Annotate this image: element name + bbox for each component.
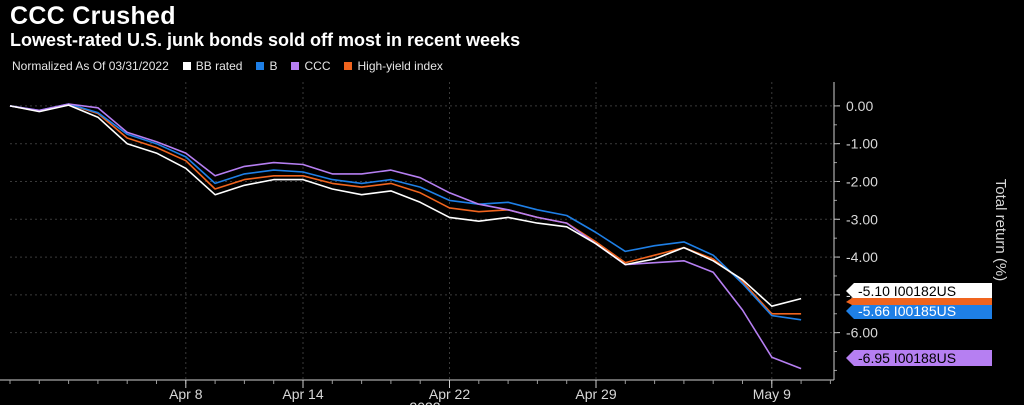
y-tick-label: -1.00 xyxy=(846,136,878,152)
x-tick-label: Apr 14 xyxy=(282,386,323,402)
legend: Normalized As Of 03/31/2022 BB rated B C… xyxy=(12,59,443,73)
y-tick-label: 0.00 xyxy=(846,98,873,114)
end-flag-shape xyxy=(846,350,992,366)
y-tick-label: -2.00 xyxy=(846,173,878,189)
legend-label-high-yield: High-yield index xyxy=(357,59,443,73)
legend-swatch-ccc xyxy=(291,62,300,70)
x-tick-label: Apr 22 xyxy=(429,386,470,402)
legend-label-b: B xyxy=(269,59,278,73)
chart-title: CCC Crushed xyxy=(10,2,176,30)
legend-swatch-bb xyxy=(182,62,191,70)
normalization-note: Normalized As Of 03/31/2022 xyxy=(12,59,169,73)
series-line-bb-rated xyxy=(9,104,802,308)
legend-item-bb: BB rated xyxy=(182,59,243,73)
legend-label-bb: BB rated xyxy=(195,59,243,73)
end-flag-shape xyxy=(846,303,992,319)
x-tick-label: Apr 8 xyxy=(169,386,203,402)
end-flag-b: -5.66 I00185US xyxy=(846,303,992,319)
x-axis-year-label: 2022 xyxy=(409,399,440,405)
legend-swatch-high-yield xyxy=(344,62,353,70)
legend-item-ccc: CCC xyxy=(291,59,330,73)
legend-swatch-b xyxy=(256,62,265,70)
y-axis: 0.00-1.00-2.00-3.00-4.00-5.00-6.00 xyxy=(833,82,878,380)
legend-label-ccc: CCC xyxy=(304,59,331,73)
end-flag-label: -5.66 I00185US xyxy=(858,303,956,319)
end-flag-shape xyxy=(846,283,992,299)
end-flag-bb-rated: -5.10 I00182US xyxy=(846,283,992,299)
y-tick-label: -4.00 xyxy=(846,249,878,265)
y-tick-label: -6.00 xyxy=(846,325,878,341)
end-flag-label: -5.10 I00182US xyxy=(858,283,956,299)
x-tick-label: Apr 29 xyxy=(575,386,616,402)
end-value-flags: -5.10 I00182US -5.66 I00185US -6.95 I00188… xyxy=(846,283,992,366)
x-tick-label: May 9 xyxy=(753,386,791,402)
series-line-b xyxy=(9,103,802,321)
y-tick-label: -3.00 xyxy=(846,211,878,227)
legend-item-b: B xyxy=(256,59,277,73)
chart-subtitle: Lowest-rated U.S. junk bonds sold off mo… xyxy=(10,30,521,50)
end-flag-label: -6.95 I00188US xyxy=(858,350,956,366)
legend-item-high-yield: High-yield index xyxy=(344,59,443,73)
end-flag-ccc: -6.95 I00188US xyxy=(846,350,992,366)
gridlines xyxy=(10,82,834,380)
series-line-ccc xyxy=(9,103,802,370)
y-axis-label: Total return (%) xyxy=(992,179,1009,282)
x-axis: Apr 8 Apr 14 Apr 22 Apr 29 May 9 xyxy=(0,379,834,402)
series-lines xyxy=(9,103,802,370)
end-flag-high-yield-index xyxy=(846,298,992,305)
series-line-high-yield-index xyxy=(9,103,802,315)
